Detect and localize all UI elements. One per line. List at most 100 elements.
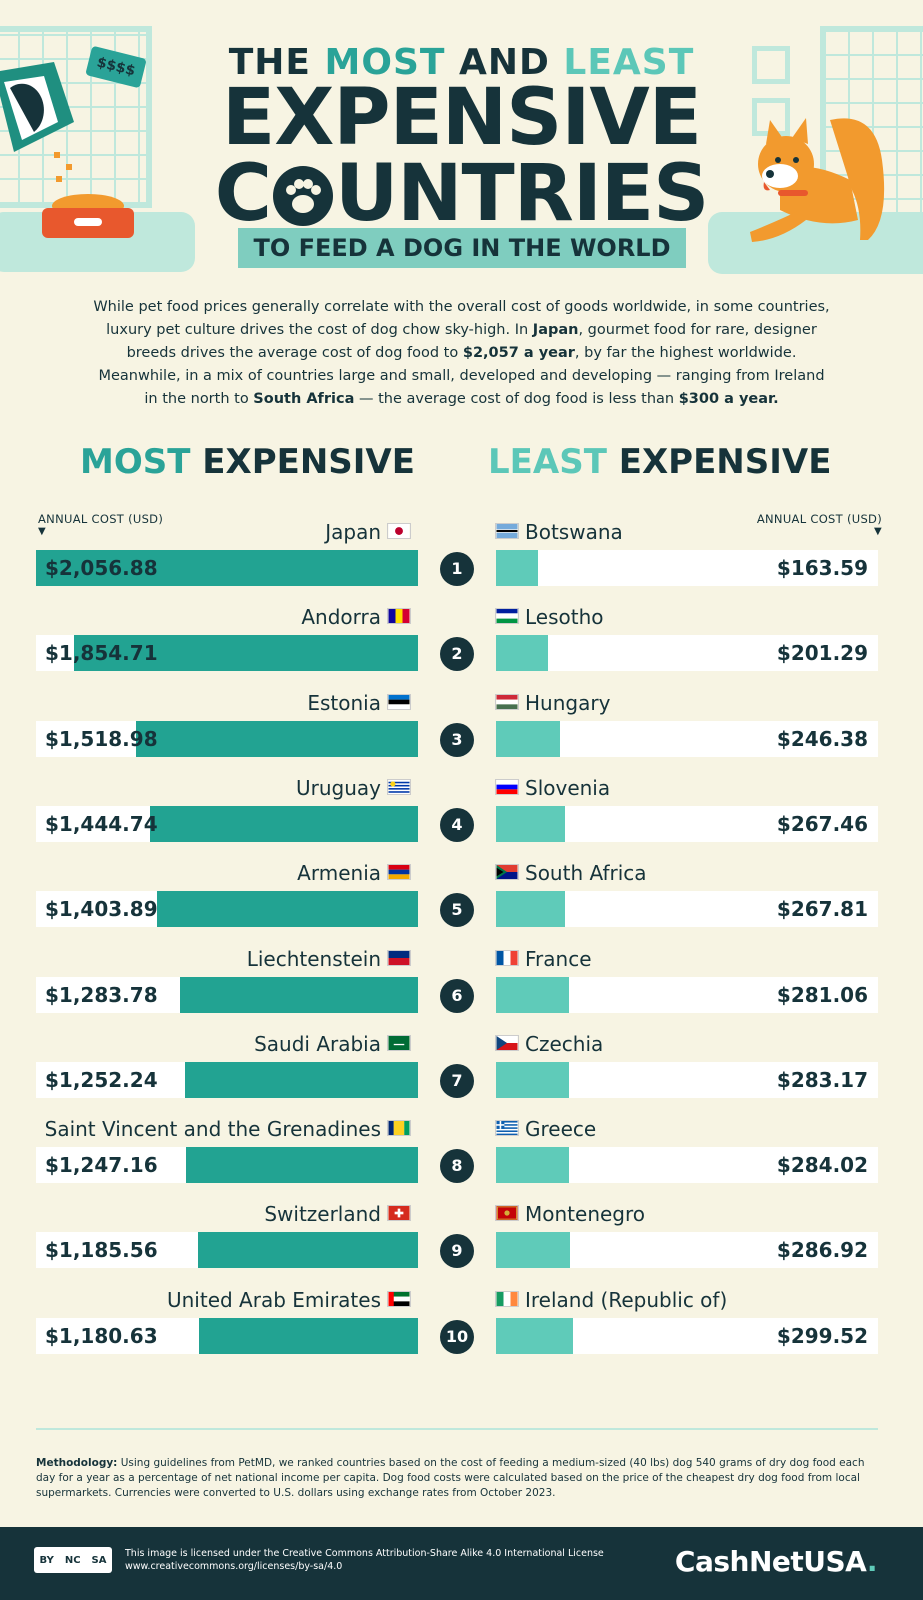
least-value-label: $201.29 xyxy=(776,641,868,666)
most-value-label: $1,854.71 xyxy=(45,641,158,666)
least-bar xyxy=(496,805,565,842)
least-bar xyxy=(496,1232,570,1269)
most-country-name: Saint Vincent and the Grenadines xyxy=(45,1117,411,1141)
flag-icon xyxy=(387,605,411,629)
intro-paragraph: While pet food prices generally correlat… xyxy=(93,299,830,407)
most-bar xyxy=(199,1317,418,1354)
most-bar-track: $1,283.78 xyxy=(36,976,418,1013)
least-value-label: $163.59 xyxy=(776,556,868,580)
least-country-label: Ireland (Republic of) xyxy=(525,1287,728,1312)
most-bar xyxy=(74,635,418,672)
most-bar-track: $1,403.89 xyxy=(36,891,418,928)
most-bar xyxy=(198,1232,418,1269)
dog-illustration xyxy=(740,100,890,250)
chart-row: Armenia $1,403.89 5 South Africa $267.81 xyxy=(0,861,923,946)
most-value-label: $1,283.78 xyxy=(45,982,158,1007)
most-country-label: Armenia xyxy=(297,861,381,886)
chart-row: Liechtenstein $1,283.78 6 France $281.06 xyxy=(0,947,923,1032)
least-country-label: Lesotho xyxy=(525,605,604,630)
most-value-label: $1,403.89 xyxy=(45,897,158,922)
flag-icon xyxy=(387,776,411,800)
footer-bar: BY NC SA This image is licensed under th… xyxy=(0,1527,923,1600)
rank-badge: 7 xyxy=(440,1063,474,1098)
section-divider xyxy=(36,1428,878,1430)
least-country-name: Greece xyxy=(495,1117,596,1141)
least-value-label: $267.81 xyxy=(776,897,868,922)
most-bar xyxy=(36,550,418,586)
flag-icon xyxy=(495,520,519,544)
least-bar-track: $299.52 xyxy=(496,1317,878,1354)
least-bar-track: $246.38 xyxy=(496,720,878,757)
rank-badge: 3 xyxy=(440,722,474,757)
title-line-2: EXPENSIVE xyxy=(222,73,702,163)
most-country-name: United Arab Emirates xyxy=(167,1288,411,1312)
methodology-note: Methodology: Using guidelines from PetMD… xyxy=(36,1457,865,1499)
left-axis-label: ANNUAL COST (USD) ▼ xyxy=(38,512,164,537)
most-value-label: $2,056.88 xyxy=(45,556,158,580)
most-country-name: Uruguay xyxy=(296,776,411,800)
flag-icon xyxy=(495,1202,519,1226)
least-value-label: $267.46 xyxy=(776,811,868,836)
title-line-1: THE MOST AND LEAST xyxy=(228,42,695,83)
creative-commons-badge: BY NC SA xyxy=(34,1547,112,1573)
least-country-name: South Africa xyxy=(495,861,647,885)
flag-icon xyxy=(387,520,411,544)
most-value-label: $1,252.24 xyxy=(45,1067,158,1092)
most-bar xyxy=(136,720,418,757)
right-floor-mat-decoration xyxy=(708,212,923,274)
flag-icon xyxy=(387,1288,411,1312)
flag-icon xyxy=(387,861,411,885)
flag-icon xyxy=(495,1032,519,1056)
license-text: This image is licensed under the Creativ… xyxy=(125,1548,604,1572)
down-arrow-icon: ▼ xyxy=(874,526,882,537)
most-country-name: Japan xyxy=(325,520,411,544)
rank-badge: 6 xyxy=(440,978,474,1013)
flag-icon xyxy=(495,691,519,715)
most-bar-track: $1,518.98 xyxy=(36,720,418,757)
flag-icon xyxy=(387,1032,411,1056)
chart-row: Saint Vincent and the Grenadines $1,247.1… xyxy=(0,1117,923,1202)
kibble-crumbs-illustration xyxy=(50,150,80,190)
least-value-label: $299.52 xyxy=(776,1323,868,1348)
most-country-label: Switzerland xyxy=(264,1202,381,1227)
least-value-label: $281.06 xyxy=(776,982,868,1007)
most-bar-track: $1,247.16 xyxy=(36,1147,418,1184)
least-country-label: Hungary xyxy=(525,690,611,715)
least-country-name: Ireland (Republic of) xyxy=(495,1288,727,1312)
most-bar-track: $2,056.88 xyxy=(36,550,418,586)
right-wall-frame-1 xyxy=(752,46,790,84)
flag-icon xyxy=(387,691,411,715)
most-country-name: Estonia xyxy=(307,691,411,715)
least-bar xyxy=(496,1317,573,1354)
rank-badge: 5 xyxy=(440,893,474,928)
least-bar xyxy=(496,1061,569,1098)
most-expensive-heading: MOST EXPENSIVE xyxy=(80,442,415,482)
least-country-name: Slovenia xyxy=(495,776,610,800)
least-bar-track: $267.81 xyxy=(496,891,878,928)
title-line-3: C UNTRIES xyxy=(214,149,710,239)
chart-row: Saudi Arabia $1,252.24 7 Czechia $283.17 xyxy=(0,1032,923,1117)
most-bar-track: $1,180.63 xyxy=(36,1317,418,1354)
most-country-label: Japan xyxy=(325,520,381,544)
least-value-label: $284.02 xyxy=(776,1153,868,1178)
license-link[interactable]: www.creativecommons.org/licenses/by-sa/4… xyxy=(125,1561,343,1572)
least-bar-track: $163.59 xyxy=(496,550,878,586)
cc-by-label: BY xyxy=(39,1554,54,1566)
most-bar xyxy=(185,1061,418,1098)
flag-icon xyxy=(495,947,519,971)
least-country-label: Montenegro xyxy=(525,1202,646,1227)
rank-badge: 8 xyxy=(440,1149,474,1184)
least-bar xyxy=(496,720,560,757)
least-country-name: France xyxy=(495,947,592,971)
most-country-label: United Arab Emirates xyxy=(166,1287,381,1312)
chart-row: Andorra $1,854.71 2 Lesotho $201.29 xyxy=(0,605,923,690)
least-country-label: Botswana xyxy=(525,520,623,544)
flag-icon xyxy=(495,1288,519,1312)
rank-badge: 9 xyxy=(440,1234,474,1269)
least-bar-track: $267.46 xyxy=(496,805,878,842)
most-bar-track: $1,185.56 xyxy=(36,1232,418,1269)
cc-sa-label: SA xyxy=(91,1554,107,1566)
chart-row: Switzerland $1,185.56 9 Montenegro $286.92 xyxy=(0,1202,923,1287)
least-country-label: South Africa xyxy=(525,861,647,886)
flag-icon xyxy=(495,776,519,800)
